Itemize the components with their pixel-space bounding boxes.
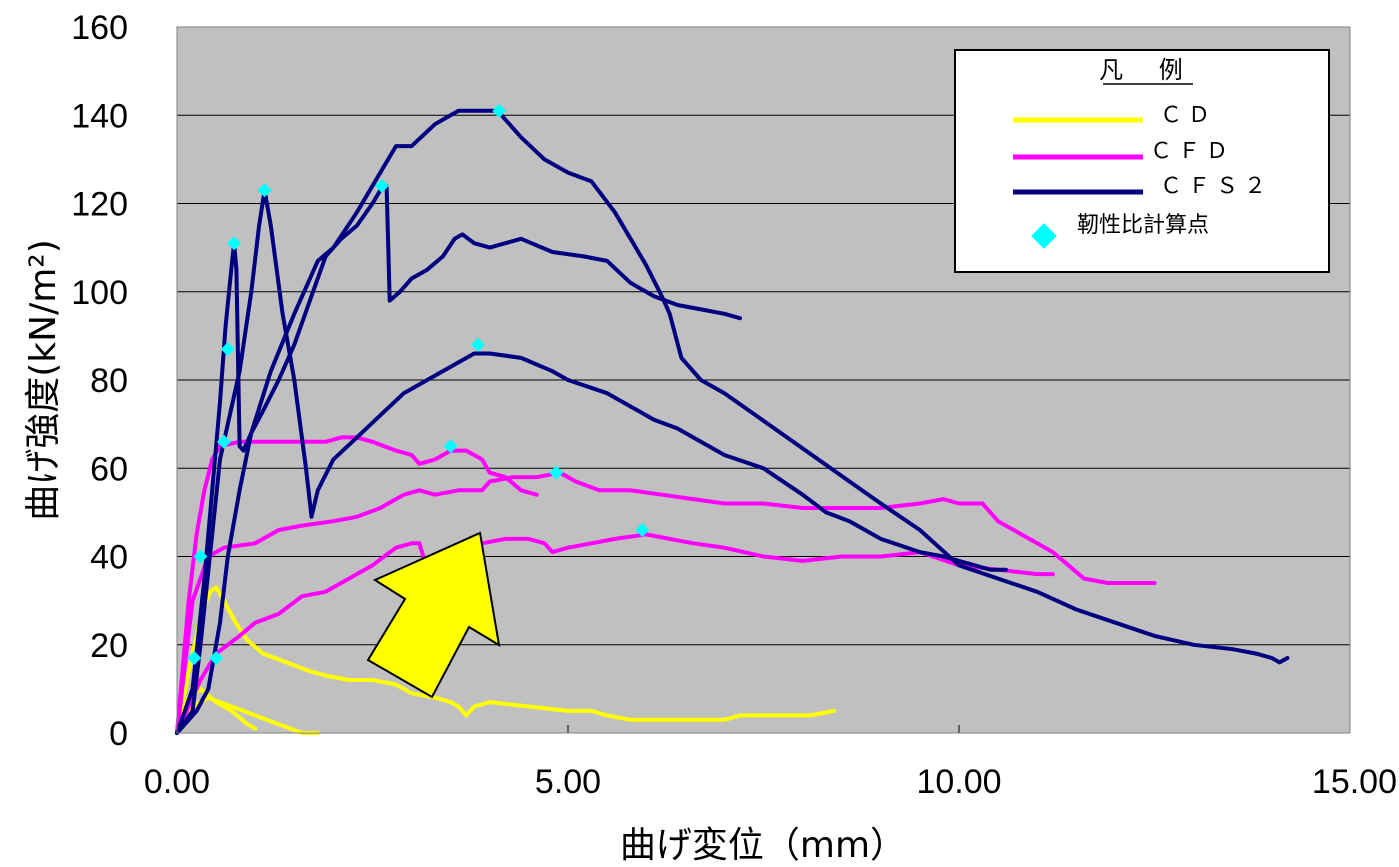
x-axis-title: 曲げ変位（mm）: [620, 825, 906, 866]
marker-point: [471, 337, 486, 352]
legend-label-cfd: ＣＦＤ: [1150, 139, 1234, 164]
legend-label-cfs2: ＣＦＳ２: [1160, 174, 1272, 199]
y-tick-label: 160: [71, 9, 128, 47]
series-layer: [175, 108, 1290, 735]
series-line-cfs2-8: [175, 108, 1290, 735]
legend: 凡 例 ＣＤ ＣＦＤ ＣＦＳ２ 靭性比計算点: [954, 49, 1330, 273]
marker-point: [257, 183, 272, 198]
x-tick-label: 15.00: [1312, 763, 1397, 801]
y-tick-label: 20: [90, 627, 128, 665]
marker-point: [209, 650, 224, 665]
y-tick-label: 0: [109, 715, 128, 753]
marker-point: [193, 549, 208, 564]
y-tick-label: 120: [71, 186, 128, 224]
series-line-cfs2-7: [175, 188, 1008, 735]
series-line-cfd-5: [175, 532, 1055, 735]
y-tick-label: 80: [90, 362, 128, 400]
y-tick-label: 60: [90, 450, 128, 488]
x-tick-label: 10.00: [916, 763, 1001, 801]
series-line-cfd-3: [175, 435, 539, 735]
marker-point: [216, 434, 231, 449]
marker-point: [187, 650, 202, 665]
annotation-arrow: [366, 531, 501, 699]
x-tick-labels: 0.00 5.00 10.00 15.00: [144, 725, 1397, 801]
plot-border: [176, 26, 1351, 734]
y-tick-label: 140: [71, 97, 128, 135]
x-tick-label: 0.00: [144, 763, 210, 801]
marker-point: [492, 103, 507, 118]
annotation-layer: [366, 531, 501, 699]
y-tick-label: 40: [90, 539, 128, 577]
marker-point: [220, 342, 235, 357]
x-tick-label: 5.00: [535, 763, 601, 801]
y-tick-labels: 0 20 40 60 80 100 120 140 160: [71, 9, 128, 753]
legend-label-cd: ＣＤ: [1160, 103, 1216, 128]
series-line-cfd-4: [175, 470, 1157, 735]
marker-point: [549, 465, 564, 480]
marker-point: [227, 236, 242, 251]
y-axis-title: 曲げ強度(kN/m²): [23, 239, 64, 521]
legend-box: [954, 49, 1330, 273]
legend-label-marker: 靭性比計算点: [1077, 213, 1209, 238]
marker-point: [635, 523, 650, 538]
marker-point: [374, 178, 389, 193]
marker-point: [443, 439, 458, 454]
series-line-cd-0: [175, 585, 836, 735]
marker-layer: [187, 103, 650, 665]
y-tick-label: 100: [71, 274, 128, 312]
legend-title: 凡 例: [1099, 56, 1197, 84]
